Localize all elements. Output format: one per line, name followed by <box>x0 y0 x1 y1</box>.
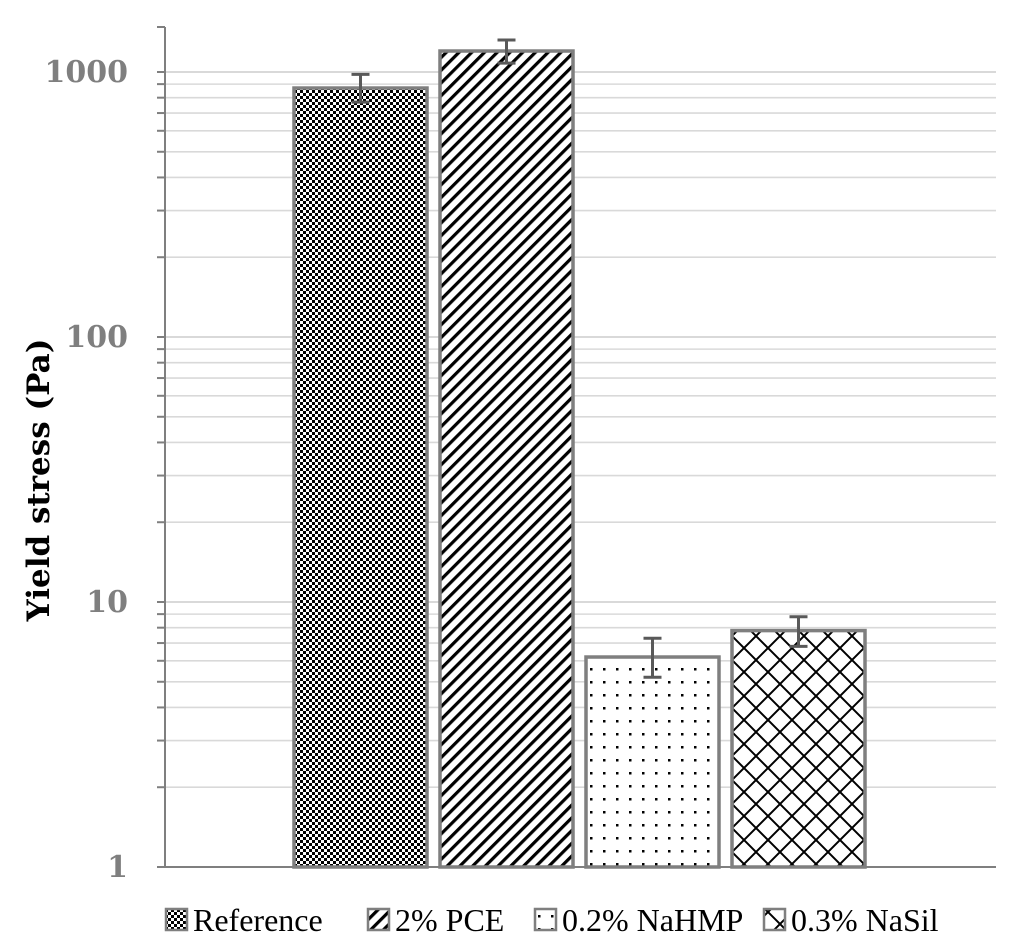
legend-swatch <box>533 907 558 932</box>
error-bar <box>789 615 808 648</box>
legend-swatch <box>164 907 189 932</box>
error-bar <box>351 72 370 104</box>
y-tick-label: 10 <box>86 585 128 620</box>
bar-reference <box>292 86 429 869</box>
legend-label: 0.2% NaHMP <box>562 902 743 938</box>
bar-0-2-nahmp <box>584 655 721 869</box>
legend: Reference 2% PCE 0.2% NaHMP 0.3% NaSil <box>164 902 939 938</box>
y-axis-label: Yield stress (Pa) <box>21 339 57 623</box>
bar-0-3-nasil <box>730 628 867 869</box>
legend-swatch <box>762 907 787 932</box>
legend-label: Reference <box>193 902 323 938</box>
legend-item: 0.3% NaSil <box>762 902 939 938</box>
error-bar <box>643 636 662 679</box>
y-tick-labels: 1 10 100 1000 <box>45 55 129 885</box>
error-bar <box>497 38 516 65</box>
y-tick-label: 100 <box>65 320 128 355</box>
legend-swatch <box>366 907 391 932</box>
legend-label: 0.3% NaSil <box>791 902 939 938</box>
legend-item: Reference <box>164 902 323 938</box>
error-bars <box>351 38 808 679</box>
gridlines <box>165 71 996 789</box>
y-tick-label: 1000 <box>45 55 129 90</box>
y-tick-label: 1 <box>107 850 128 885</box>
bars <box>292 49 867 869</box>
bar-2-pce <box>438 49 575 869</box>
legend-item: 0.2% NaHMP <box>533 902 743 938</box>
legend-label: 2% PCE <box>395 902 504 938</box>
legend-item: 2% PCE <box>366 902 504 938</box>
